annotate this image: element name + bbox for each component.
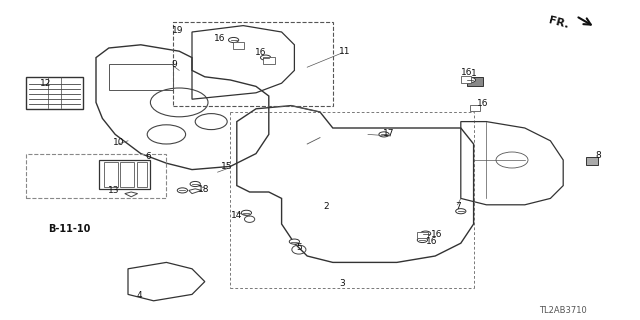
Bar	[109, 64, 173, 90]
Text: 2: 2	[324, 202, 329, 211]
Text: 16: 16	[477, 99, 489, 108]
Circle shape	[465, 77, 476, 83]
Bar	[470, 105, 480, 111]
Circle shape	[228, 37, 239, 43]
Circle shape	[260, 55, 271, 60]
Bar	[233, 42, 244, 49]
Text: 16: 16	[255, 48, 267, 57]
Text: 15: 15	[221, 162, 233, 171]
Text: 9: 9	[172, 60, 177, 68]
Circle shape	[241, 210, 252, 215]
Text: 3: 3	[340, 279, 345, 288]
Circle shape	[420, 231, 431, 236]
Text: FR.: FR.	[547, 15, 570, 30]
Text: 8: 8	[596, 151, 601, 160]
Bar	[467, 77, 483, 86]
Text: 18: 18	[198, 185, 209, 194]
Text: 14: 14	[231, 211, 243, 220]
Text: 5: 5	[297, 244, 302, 252]
Circle shape	[289, 239, 300, 244]
Bar	[417, 232, 428, 238]
Text: 17: 17	[383, 129, 395, 138]
Bar	[461, 76, 471, 83]
Text: 1: 1	[471, 69, 476, 78]
Text: 7: 7	[455, 202, 460, 211]
Circle shape	[456, 209, 466, 214]
Bar	[120, 162, 134, 187]
Bar	[137, 162, 147, 187]
Text: 16: 16	[426, 237, 438, 246]
Text: B-11-10: B-11-10	[48, 224, 90, 234]
Text: 6: 6	[146, 152, 151, 161]
Text: 16: 16	[431, 230, 443, 239]
Text: 4: 4	[137, 291, 142, 300]
Bar	[263, 57, 275, 64]
Text: 12: 12	[40, 79, 52, 88]
Circle shape	[417, 237, 428, 243]
Text: 16: 16	[214, 34, 225, 43]
Bar	[104, 162, 118, 187]
Text: 10: 10	[113, 138, 124, 147]
Text: TL2AB3710: TL2AB3710	[540, 306, 587, 315]
Bar	[99, 160, 150, 189]
Text: 19: 19	[172, 26, 184, 35]
Text: 16: 16	[461, 68, 473, 76]
Circle shape	[190, 181, 200, 187]
Circle shape	[177, 188, 188, 193]
Circle shape	[379, 132, 389, 137]
Bar	[26, 154, 166, 198]
Text: 13: 13	[108, 186, 120, 195]
Text: 11: 11	[339, 47, 350, 56]
Bar	[26, 77, 83, 109]
Bar	[586, 157, 598, 165]
